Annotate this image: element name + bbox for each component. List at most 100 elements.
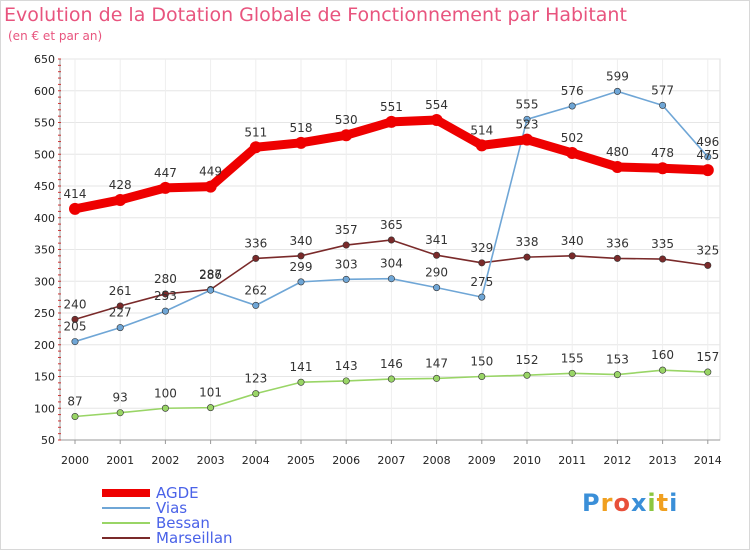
data-point-agde (340, 129, 353, 142)
x-tick-label: 2006 (332, 454, 360, 467)
logo-letter: P (582, 489, 601, 517)
data-label-marseillan: 240 (64, 297, 87, 311)
x-tick-label: 2010 (513, 454, 541, 467)
data-label-agde: 478 (651, 146, 674, 160)
data-label-vias: 227 (109, 306, 132, 320)
data-point-marseillan (704, 261, 712, 269)
data-point-marseillan (71, 315, 79, 323)
data-point-bessan (387, 375, 395, 383)
data-label-agde: 475 (696, 148, 719, 162)
logo-letter: t (656, 489, 670, 517)
data-point-bessan (433, 374, 441, 382)
data-point-vias (71, 338, 79, 346)
data-point-agde (475, 139, 488, 152)
data-label-vias: 576 (561, 84, 584, 98)
x-tick-label: 2012 (603, 454, 631, 467)
data-point-bessan (659, 366, 667, 374)
data-label-agde: 447 (154, 166, 177, 180)
data-label-bessan: 141 (290, 360, 313, 374)
data-label-agde: 523 (516, 118, 539, 132)
y-tick-label: 500 (34, 148, 55, 161)
data-label-vias: 253 (154, 289, 177, 303)
data-point-bessan (613, 371, 621, 379)
x-tick-label: 2011 (558, 454, 586, 467)
data-point-bessan (207, 404, 215, 412)
data-label-bessan: 87 (67, 395, 82, 409)
data-point-vias (342, 275, 350, 283)
data-point-marseillan (342, 241, 350, 249)
series-marseillan (71, 236, 712, 323)
data-label-vias: 205 (64, 320, 87, 334)
data-point-vias (116, 324, 124, 332)
data-point-vias (161, 307, 169, 315)
data-label-agde: 554 (425, 98, 448, 112)
x-tick-label: 2001 (106, 454, 134, 467)
data-label-bessan: 123 (244, 372, 267, 386)
data-point-agde (430, 113, 443, 126)
logo-letter: i (647, 489, 657, 517)
data-point-agde (204, 180, 217, 193)
data-label-marseillan: 340 (561, 234, 584, 248)
y-tick-label: 300 (34, 275, 55, 288)
data-point-agde (295, 136, 307, 149)
data-point-vias (523, 115, 531, 123)
y-tick-label: 350 (34, 244, 55, 257)
data-point-agde (385, 115, 398, 128)
data-point-bessan (523, 371, 531, 379)
data-label-bessan: 150 (470, 355, 493, 369)
data-label-bessan: 146 (380, 357, 403, 371)
data-point-agde (701, 164, 714, 177)
data-label-marseillan: 340 (290, 234, 313, 248)
data-label-marseillan: 287 (199, 268, 222, 282)
data-label-marseillan: 336 (606, 236, 629, 250)
y-tick-label: 650 (34, 53, 55, 66)
data-label-agde: 480 (606, 145, 629, 159)
data-label-bessan: 157 (696, 350, 719, 364)
data-point-bessan (342, 377, 350, 385)
data-point-agde (656, 162, 669, 175)
data-point-marseillan (387, 236, 395, 244)
logo-letter: i (669, 489, 679, 517)
data-point-marseillan (161, 290, 169, 298)
x-tick-label: 2005 (287, 454, 315, 467)
data-point-agde (566, 146, 579, 159)
data-label-agde: 530 (335, 113, 358, 127)
data-label-agde: 551 (380, 100, 403, 114)
data-label-marseillan: 357 (335, 223, 358, 237)
data-point-agde (611, 160, 624, 173)
data-point-marseillan (433, 251, 441, 259)
data-label-bessan: 100 (154, 386, 177, 400)
y-tick-label: 600 (34, 85, 55, 98)
data-label-vias: 496 (696, 135, 719, 149)
data-point-marseillan (568, 252, 576, 260)
data-label-vias: 275 (470, 275, 493, 289)
x-tick-label: 2009 (468, 454, 496, 467)
data-label-agde: 514 (470, 123, 493, 137)
legend-label-marseillan: Marseillan (156, 529, 233, 547)
data-point-bessan (478, 372, 486, 380)
data-label-marseillan: 325 (696, 243, 719, 257)
data-label-bessan: 152 (516, 353, 539, 367)
data-point-marseillan (252, 254, 260, 262)
data-label-agde: 518 (290, 121, 313, 135)
x-tick-label: 2002 (151, 454, 179, 467)
series-agde (69, 113, 714, 215)
data-label-vias: 304 (380, 257, 403, 271)
data-label-bessan: 147 (425, 356, 448, 370)
x-tick-label: 2003 (197, 454, 225, 467)
data-point-vias (704, 153, 712, 161)
data-point-vias (252, 301, 260, 309)
data-label-vias: 599 (606, 69, 629, 83)
data-point-vias (568, 102, 576, 110)
logo-letter: o (613, 489, 631, 517)
data-label-vias: 286 (199, 268, 222, 282)
data-label-marseillan: 365 (380, 218, 403, 232)
legend-label-vias: Vias (156, 499, 187, 517)
data-point-agde (69, 202, 81, 215)
data-point-bessan (116, 409, 124, 417)
data-point-marseillan (523, 253, 531, 261)
data-point-vias (613, 87, 621, 95)
x-tick-label: 2008 (423, 454, 451, 467)
data-point-marseillan (659, 255, 667, 263)
data-point-vias (207, 286, 215, 294)
